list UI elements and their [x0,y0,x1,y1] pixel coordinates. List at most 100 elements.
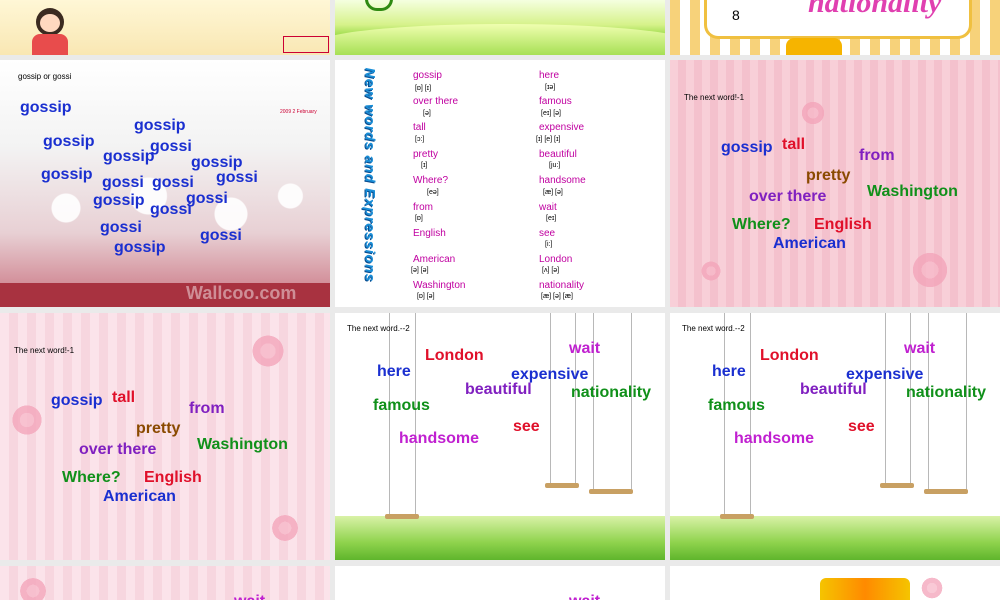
phonetic: [ʌ] [ə] [542,267,560,274]
slide-thumb-new-words[interactable]: New words and Expressions gossip [ɒ] [ɪ]… [335,60,665,307]
slide-title: The next word.--2 [347,324,410,333]
dandelion-decoration [0,160,330,280]
wave-decoration [335,24,665,55]
word-gossip: gossip [51,392,103,409]
word-american: American [413,254,456,265]
flower-decoration [700,260,722,282]
swing-rope [550,313,551,485]
grass-decoration [670,516,1000,560]
word-gossip: gossip [43,133,95,150]
swing-rope [928,313,929,491]
slide-thumb-gossip[interactable]: gossip or gossi 2009 2 February Wallcoo.… [0,60,330,307]
word-famous: famous [539,96,572,107]
swirl-icon [365,0,393,11]
word-gossip: gossip [413,70,442,81]
word-beautiful: beautiful [539,149,577,160]
word-english: English [144,469,202,486]
word-beautiful: beautiful [800,381,867,398]
word-over-there: over there [749,188,827,205]
word-gossip: gossip [134,117,186,134]
word-handsome: handsome [539,175,586,186]
slide-title: The next word!-1 [14,346,75,355]
slide-thumb-nationality[interactable]: 8 nationality [670,0,1000,55]
word-gossip: gossip [191,154,243,171]
slide-thumb-next-word-2[interactable]: The next word.--2 London wait here expen… [335,313,665,560]
phonetic: [ɪə] [545,84,556,91]
word-london: London [760,347,819,364]
phonetic: [eɪ] [546,215,557,222]
word-wait: wait [569,340,601,357]
phonetic: [æ] [ə] [543,189,563,196]
slide-thumb-cartoon[interactable] [0,0,330,55]
slide-thumb-bottom-right[interactable] [670,566,1000,600]
word-gossi: gossi [216,169,258,186]
swing-rope [750,313,751,515]
word-expensive: expensive [846,366,924,383]
slide-thumb-bottom-middle[interactable]: wait [335,566,665,600]
word-expensive: expensive [539,122,585,133]
swing-rope [724,313,725,515]
slide-title: gossip or gossi [18,72,72,81]
bottom-tab-decoration [786,38,842,55]
word-nationality: nationality [571,384,652,401]
bottom-band [0,283,330,307]
word-handsome: handsome [734,430,815,447]
swing-rope [910,313,911,485]
cartoon-girl-illustration [18,0,78,55]
flower-decoration [250,333,286,369]
swing-rope [885,313,886,485]
word-wait: wait [539,202,557,213]
slide-thumb-next-word-1-copy[interactable]: The next word!-1 gossip tall from pretty… [0,313,330,560]
word-famous: famous [373,397,430,414]
word-tall: tall [413,122,426,133]
slide-thumb-green-wave[interactable] [335,0,665,55]
word-famous: famous [708,397,765,414]
phonetic: [æ] [ə] [æ] [541,293,573,300]
word-gossi: gossi [200,227,242,244]
word-where: Where? [413,175,449,186]
word-gossip: gossip [93,192,145,209]
word-tall: tall [782,136,806,153]
word-english: English [814,216,872,233]
phonetic: [i:] [545,241,553,248]
date-text: 2009 2 February [280,109,317,115]
flower-decoration [910,250,950,290]
flower-decoration [800,100,826,126]
word-wait: wait [234,594,265,600]
word-pretty: pretty [806,167,851,184]
word-american: American [103,488,176,505]
flower-decoration [270,513,300,543]
swing-seat [589,489,633,494]
word-expensive: expensive [511,366,589,383]
phonetic: [ɔ:] [415,136,425,143]
word-nationality: nationality [539,280,585,291]
slide-thumb-next-word-2-copy[interactable]: The next word.--2 London wait here expen… [670,313,1000,560]
word-wait: wait [904,340,936,357]
phonetic: [eə] [427,189,439,196]
word-here: here [712,363,746,380]
word-london: London [425,347,484,364]
word-nationality: nationality [906,384,987,401]
word-from: from [859,147,895,164]
word-handsome: handsome [399,430,480,447]
word-gossip: gossip [41,166,93,183]
flower-decoration [920,576,944,600]
swing-seat [545,483,579,488]
swing-seat [385,514,419,519]
slide-thumb-next-word-1[interactable]: The next word!-1 gossip tall from pretty… [670,60,1000,307]
slide-title: The next word!-1 [684,93,745,102]
slide-thumb-bottom-left[interactable]: wait [0,566,330,600]
phonetic: [ɪ] [421,162,428,169]
swing-rope [593,313,594,491]
word-tall: tall [112,389,136,406]
flower-decoration [18,576,48,600]
nationality-title: nationality [808,0,942,19]
word-english: English [413,228,446,239]
phonetic: [ju:] [549,162,561,169]
word-see: see [848,418,875,435]
word-washington: Washington [413,280,466,291]
word-beautiful: beautiful [465,381,532,398]
title-card [704,0,972,39]
word-where: Where? [62,469,121,486]
phonetic: [ɪ] [e] [ɪ] [536,136,561,143]
